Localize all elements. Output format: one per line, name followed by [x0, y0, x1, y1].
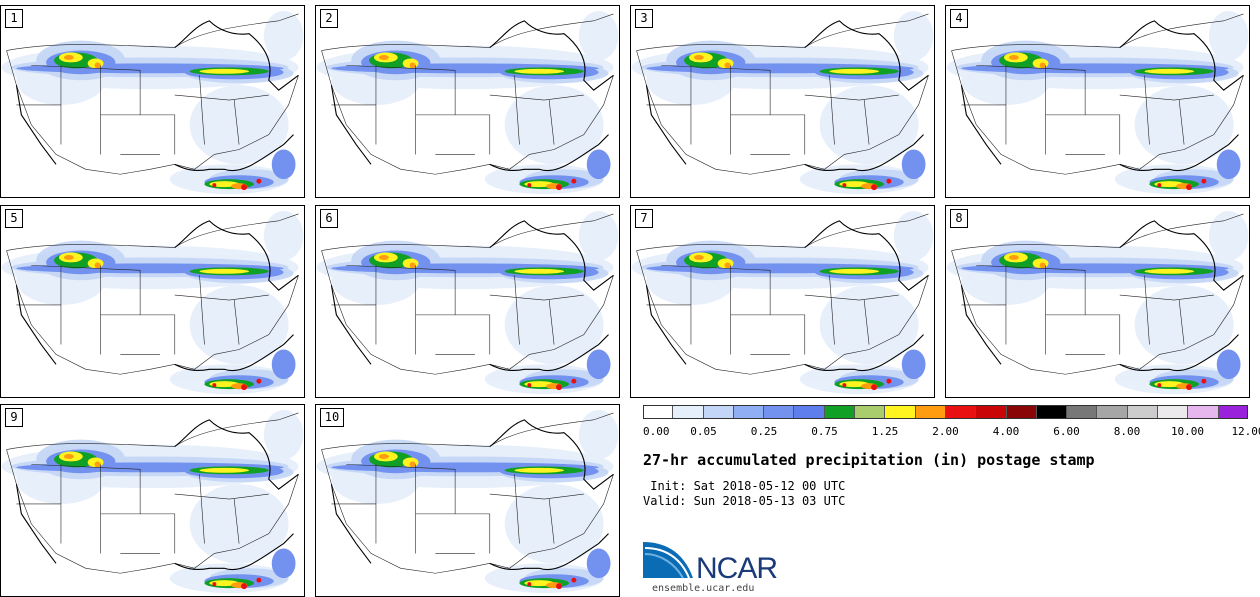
- valid-time: Valid: Sun 2018-05-13 03 UTC: [643, 494, 846, 508]
- colorbar-swatch: [1096, 405, 1127, 419]
- postage-stamp-map[interactable]: 3: [630, 5, 935, 198]
- colorbar-swatch: [975, 405, 1006, 419]
- colorbar-swatch: [1187, 405, 1218, 419]
- postage-stamp-map[interactable]: 5: [0, 205, 305, 398]
- colorbar-swatch: [702, 405, 733, 419]
- postage-stamp-map[interactable]: 6: [315, 205, 620, 398]
- member-number: 10: [320, 408, 344, 427]
- precip-map: [946, 210, 1249, 395]
- precip-map: [316, 409, 619, 594]
- colorbar-tick-label: 12.00: [1231, 425, 1260, 438]
- precip-map: [631, 10, 934, 195]
- colorbar-tick-label: 8.00: [1113, 425, 1141, 438]
- colorbar-tick-label: 1.25: [871, 425, 899, 438]
- member-number: 9: [5, 408, 23, 427]
- colorbar-swatch: [1126, 405, 1158, 419]
- colorbar-tick-label: 0.05: [690, 425, 717, 438]
- postage-stamp-map[interactable]: 7: [630, 205, 935, 398]
- init-time: Init: Sat 2018-05-12 00 UTC: [643, 479, 846, 493]
- member-number: 2: [320, 9, 338, 28]
- precip-map: [631, 210, 934, 395]
- member-number: 7: [635, 209, 653, 228]
- colorbar-tick-label: 4.00: [992, 425, 1020, 438]
- colorbar-tick-label: 10.00: [1170, 425, 1205, 438]
- postage-stamp-map[interactable]: 8: [945, 205, 1250, 398]
- colorbar-swatch: [793, 405, 824, 419]
- colorbar-tick-label: 0.25: [750, 425, 778, 438]
- postage-stamp-map[interactable]: 2: [315, 5, 620, 198]
- colorbar-swatch: [732, 405, 764, 419]
- colorbar-swatch: [944, 405, 976, 419]
- colorbar-swatch: [763, 405, 794, 419]
- precip-map: [1, 409, 304, 594]
- precip-map: [1, 10, 304, 195]
- precip-colorbar: [643, 405, 1248, 419]
- colorbar-swatch: [1217, 405, 1248, 419]
- postage-stamp-map[interactable]: 4: [945, 5, 1250, 198]
- colorbar-tick-label: 2.00: [932, 425, 959, 438]
- precip-map: [316, 210, 619, 395]
- colorbar-swatch: [823, 405, 855, 419]
- member-number: 3: [635, 9, 653, 28]
- colorbar-swatch: [1066, 405, 1097, 419]
- precip-map: [316, 10, 619, 195]
- postage-stamp-map[interactable]: 9: [0, 404, 305, 597]
- colorbar-swatch: [1157, 405, 1188, 419]
- precip-map: [946, 10, 1249, 195]
- colorbar-tick-label: 6.00: [1053, 425, 1080, 438]
- colorbar-swatch: [884, 405, 915, 419]
- member-number: 6: [320, 209, 338, 228]
- precip-map: [1, 210, 304, 395]
- ensemble-url-link[interactable]: ensemble.ucar.edu: [652, 583, 755, 594]
- colorbar-swatch: [672, 405, 703, 419]
- member-number: 8: [950, 209, 968, 228]
- colorbar-swatch: [1035, 405, 1067, 419]
- member-number: 5: [5, 209, 23, 228]
- colorbar-swatch: [1005, 405, 1036, 419]
- colorbar-tick-label: 0.75: [811, 425, 838, 438]
- colorbar-swatch: [854, 405, 885, 419]
- postage-stamp-map[interactable]: 1: [0, 5, 305, 198]
- page-title: 27-hr accumulated precipitation (in) pos…: [643, 451, 1095, 469]
- colorbar-tick-label: 0.00: [643, 425, 670, 438]
- postage-stamp-map[interactable]: 10: [315, 404, 620, 597]
- member-number: 4: [950, 9, 968, 28]
- member-number: 1: [5, 9, 23, 28]
- colorbar-swatch: [914, 405, 945, 419]
- ncar-wordmark: NCAR: [696, 552, 778, 585]
- ncar-logo-icon: [643, 542, 693, 579]
- colorbar-swatch: [643, 405, 673, 419]
